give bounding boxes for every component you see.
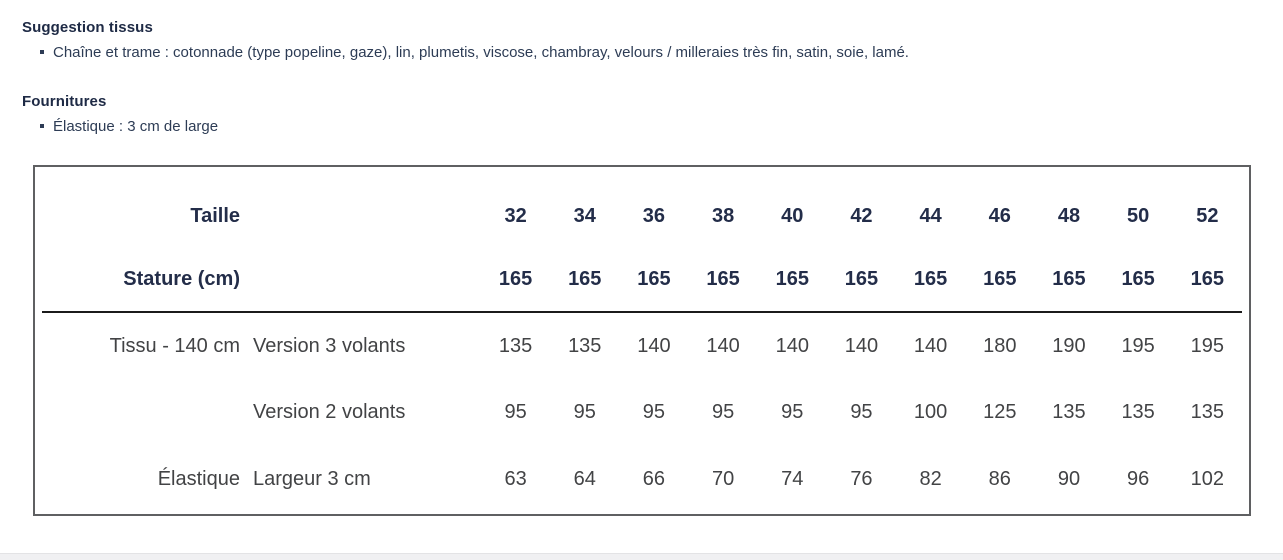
value-cell: 64 xyxy=(573,468,596,490)
value-cell: 165 xyxy=(550,248,620,313)
row-sublabel: Largeur 3 cm xyxy=(253,468,371,490)
value-cell: 86 xyxy=(988,468,1011,490)
value-cell: 190 xyxy=(1052,334,1086,357)
value-cell: 165 xyxy=(757,248,827,313)
value-cell: 63 xyxy=(504,468,527,490)
value-cell: 82 xyxy=(919,468,942,490)
row-label: Taille xyxy=(190,204,240,227)
value-cell: 95 xyxy=(504,401,527,423)
value-cell: 165 xyxy=(688,248,758,313)
value-cell: 135 xyxy=(1052,401,1086,423)
section-heading-suggestion-tissus: Suggestion tissus xyxy=(22,19,153,36)
value-cell: 70 xyxy=(711,468,735,490)
value-cell: 135 xyxy=(568,334,602,357)
value-cell: 36 xyxy=(642,204,666,227)
size-table-container: Taille 32 34 36 38 40 42 44 46 48 50 52 Stature (cm)… xyxy=(33,165,1251,516)
table-row: Version 2 volants 95 95 95 95 95 95 100 125 135 13… xyxy=(42,379,1242,446)
row-label xyxy=(42,379,240,446)
value-cell: 52 xyxy=(1196,204,1219,227)
value-cell: 125 xyxy=(983,401,1017,423)
row-label: Stature (cm) xyxy=(42,248,240,313)
value-cell: 96 xyxy=(1127,468,1150,490)
value-cell: 165 xyxy=(1034,248,1104,313)
value-cell: 135 xyxy=(1121,401,1155,423)
value-cell: 76 xyxy=(850,468,873,490)
value-cell: 165 xyxy=(481,248,551,313)
value-cell: 140 xyxy=(706,334,740,357)
row-sublabel: Version 3 volants xyxy=(253,334,406,357)
value-cell: 140 xyxy=(844,334,879,357)
value-cell: 165 xyxy=(826,248,897,313)
bullet-text: Chaîne et trame : cotonnade (type popeli… xyxy=(53,44,909,61)
table-row: Tissu - 140 cm Version 3 volants 135 135 140… xyxy=(42,312,1242,379)
row-label: Élastique xyxy=(157,468,240,490)
value-cell: 95 xyxy=(642,401,666,423)
value-cell: 46 xyxy=(988,204,1011,227)
table-row: Taille 32 34 36 38 40 42 44 46 48 50 52 xyxy=(42,184,1242,248)
bullet-list-fournitures: Élastique : 3 cm de large xyxy=(22,118,1283,135)
value-cell: 50 xyxy=(1127,204,1150,227)
size-table-header: Taille 32 34 36 38 40 42 44 46 48 50 52 Stature (cm)… xyxy=(42,184,1242,313)
value-cell: 135 xyxy=(1190,401,1225,423)
value-cell: 180 xyxy=(983,334,1017,357)
row-sublabel xyxy=(240,184,481,248)
value-cell: 90 xyxy=(1057,468,1081,490)
value-cell: 140 xyxy=(637,334,671,357)
value-cell: 95 xyxy=(573,401,596,423)
document-content: Suggestion tissus Chaîne et trame : coto… xyxy=(22,19,1283,516)
value-cell: 165 xyxy=(1103,248,1173,313)
value-cell: 44 xyxy=(919,204,942,227)
value-cell: 95 xyxy=(850,401,873,423)
value-cell: 165 xyxy=(619,248,689,313)
value-cell: 95 xyxy=(711,401,735,423)
table-row: Stature (cm) 165 165 165 165 165 165 165 165 165 1… xyxy=(42,248,1242,313)
table-row: Élastique Largeur 3 cm 63 64 66 70 74 76 82 86 90 9… xyxy=(42,446,1242,513)
value-cell: 100 xyxy=(913,401,948,423)
value-cell: 195 xyxy=(1121,334,1155,357)
value-cell: 95 xyxy=(781,401,804,423)
value-cell: 42 xyxy=(850,204,873,227)
value-cell: 165 xyxy=(1172,248,1242,313)
value-cell: 38 xyxy=(711,204,735,227)
bullet-list-suggestion-tissus: Chaîne et trame : cotonnade (type popeli… xyxy=(22,44,1283,61)
value-cell: 74 xyxy=(781,468,804,490)
value-cell: 102 xyxy=(1190,468,1225,490)
row-sublabel: Version 2 volants xyxy=(253,401,406,423)
bullet-item-fabrics: Chaîne et trame : cotonnade (type popeli… xyxy=(40,44,1283,61)
bullet-item-elastic: Élastique : 3 cm de large xyxy=(40,118,1283,135)
value-cell: 135 xyxy=(498,334,533,357)
bullet-square-icon xyxy=(40,124,44,128)
bullet-text: Élastique : 3 cm de large xyxy=(53,118,219,135)
value-cell: 195 xyxy=(1190,334,1225,357)
bottom-scroll-strip xyxy=(0,553,1283,560)
size-table-body: Tissu - 140 cm Version 3 volants 135 135 140… xyxy=(42,312,1242,513)
value-cell: 165 xyxy=(965,248,1035,313)
row-label: Tissu - 140 cm xyxy=(109,334,240,357)
value-cell: 165 xyxy=(896,248,966,313)
value-cell: 66 xyxy=(642,468,666,490)
value-cell: 40 xyxy=(781,204,804,227)
value-cell: 140 xyxy=(913,334,948,357)
value-cell: 32 xyxy=(504,204,527,227)
row-sublabel xyxy=(240,248,481,313)
value-cell: 140 xyxy=(775,334,809,357)
section-heading-fournitures: Fournitures xyxy=(22,93,107,110)
size-table: Taille 32 34 36 38 40 42 44 46 48 50 52 Stature (cm)… xyxy=(42,184,1242,513)
value-cell: 48 xyxy=(1057,204,1081,227)
bullet-square-icon xyxy=(40,50,44,54)
value-cell: 34 xyxy=(573,204,596,227)
